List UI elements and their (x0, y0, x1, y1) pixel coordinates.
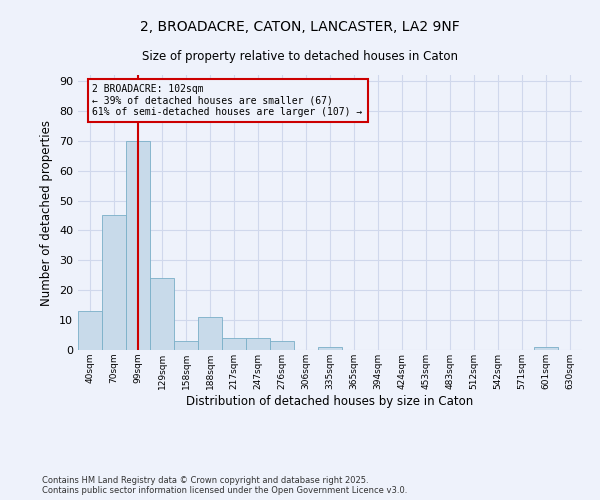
Text: Size of property relative to detached houses in Caton: Size of property relative to detached ho… (142, 50, 458, 63)
Text: Contains HM Land Registry data © Crown copyright and database right 2025.
Contai: Contains HM Land Registry data © Crown c… (42, 476, 407, 495)
Bar (246, 338, 270, 350)
Bar (78, 311, 102, 350)
Bar (126, 141, 150, 350)
Text: 2 BROADACRE: 102sqm
← 39% of detached houses are smaller (67)
61% of semi-detach: 2 BROADACRE: 102sqm ← 39% of detached ho… (92, 84, 362, 117)
Y-axis label: Number of detached properties: Number of detached properties (40, 120, 53, 306)
Bar (534, 347, 558, 350)
Bar (174, 341, 198, 350)
X-axis label: Distribution of detached houses by size in Caton: Distribution of detached houses by size … (187, 394, 473, 407)
Text: 2, BROADACRE, CATON, LANCASTER, LA2 9NF: 2, BROADACRE, CATON, LANCASTER, LA2 9NF (140, 20, 460, 34)
Bar (222, 338, 246, 350)
Bar (150, 278, 174, 350)
Bar (318, 347, 342, 350)
Bar (198, 317, 222, 350)
Bar (270, 341, 294, 350)
Bar (102, 216, 126, 350)
